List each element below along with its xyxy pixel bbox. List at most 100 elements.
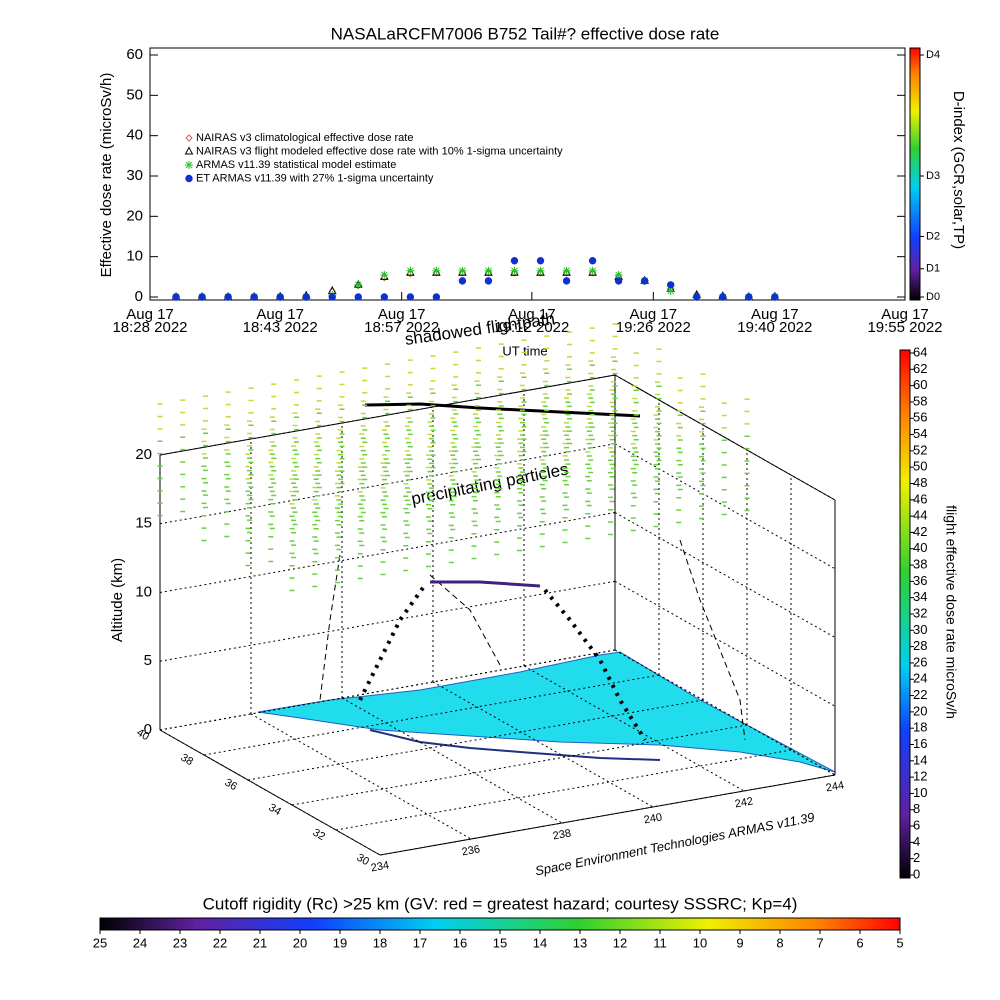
- particle-column: [564, 434, 569, 511]
- particle-column: [521, 376, 527, 453]
- particle-column: [589, 327, 595, 354]
- grid-line: [159, 580, 616, 662]
- colorbar-tick-label: 38: [913, 557, 927, 572]
- particle-column: [544, 372, 550, 449]
- particle-column: [608, 459, 613, 536]
- particle-column: [721, 402, 727, 429]
- particle-column: [476, 384, 481, 461]
- particle-column: [497, 376, 503, 403]
- data-point: [406, 266, 415, 275]
- particle-column: [339, 408, 345, 485]
- colorbar-tick-label: 60: [913, 377, 927, 392]
- legend-label: NAIRAS v3 climatological effective dose …: [196, 132, 413, 144]
- particle-column: [245, 453, 251, 480]
- particle-column: [676, 410, 682, 437]
- particle-column: [338, 441, 343, 518]
- colorbar-tick-label: 32: [913, 605, 927, 620]
- particle-column: [518, 405, 524, 432]
- y-tick-label: 50: [126, 86, 143, 103]
- particle-column: [520, 372, 525, 399]
- y-tick-label: 34: [266, 802, 283, 819]
- colorbar-tick-label: 6: [913, 818, 920, 833]
- grid-line: [159, 729, 381, 856]
- particle-column: [744, 435, 750, 512]
- particle-column: [630, 418, 636, 445]
- particle-column: [180, 399, 186, 426]
- particle-column: [157, 440, 163, 517]
- colorbar-tick-label: 16: [453, 935, 467, 950]
- particle-column: [407, 359, 413, 386]
- particle-column: [224, 424, 230, 451]
- particle-column: [427, 458, 433, 535]
- colorbar-tick-label: 11: [653, 935, 667, 950]
- data-point: [536, 266, 545, 275]
- data-point: [771, 293, 779, 301]
- colorbar-tick-label: 56: [913, 410, 927, 425]
- colorbar-tick-label: 42: [913, 524, 927, 539]
- chart-title: NASALaRCFM7006 B752 Tail#? effective dos…: [331, 24, 720, 43]
- particle-column: [360, 400, 366, 427]
- particle-column: [562, 467, 568, 544]
- y-tick-label: 60: [126, 46, 143, 63]
- particle-column: [677, 377, 683, 404]
- z-tick-label: 15: [135, 515, 152, 532]
- particle-column: [471, 446, 477, 473]
- particle-column: [268, 486, 274, 563]
- colorbar-tick-label: 17: [413, 935, 427, 950]
- particle-column: [630, 455, 636, 532]
- particle-column: [609, 389, 615, 416]
- x-tick-label: 244: [825, 779, 845, 794]
- colorbar-tick-label: 8: [913, 801, 920, 816]
- particle-column: [247, 420, 252, 447]
- particle-column: [292, 412, 298, 439]
- colorbar-tick-label: 12: [613, 935, 627, 950]
- particle-column: [473, 450, 478, 527]
- particle-column: [406, 392, 412, 419]
- particle-column: [292, 449, 298, 526]
- particle-column: [633, 352, 639, 379]
- data-point: [432, 293, 441, 301]
- grid-line: [614, 580, 836, 707]
- particle-column: [656, 385, 662, 462]
- data-point: [458, 277, 467, 285]
- legend-label: NAIRAS v3 flight modeled effective dose …: [196, 145, 563, 157]
- particle-column: [588, 360, 594, 387]
- y-tick-label: 40: [126, 127, 143, 144]
- colorbar-tick-label: 4: [913, 834, 920, 849]
- particle-column: [471, 483, 477, 560]
- particle-column: [677, 414, 683, 491]
- z-tick-label: 20: [135, 446, 152, 463]
- y-tick-label: 30: [354, 852, 371, 869]
- data-point: [198, 293, 206, 301]
- particle-column: [567, 331, 572, 358]
- particle-column: [269, 416, 275, 443]
- colorbar-tick-label: 24: [913, 671, 927, 686]
- particle-column: [562, 430, 568, 457]
- grid-line: [379, 774, 836, 856]
- shadow-line: [319, 554, 341, 701]
- particle-column: [699, 406, 704, 433]
- colorbar-tick-label: 54: [913, 426, 927, 441]
- data-point: [510, 266, 519, 275]
- particle-column: [494, 479, 500, 556]
- x-tick-label: 19:40 2022: [737, 319, 812, 336]
- colorbar-tick-label: 22: [213, 935, 227, 950]
- x-tick-label: Aug 17: [126, 306, 174, 323]
- colorbar-tick-label: 28: [913, 638, 927, 653]
- flight-path: [430, 580, 541, 588]
- grid-line: [523, 665, 745, 792]
- colorbar-tick-label: 20: [293, 935, 307, 950]
- grid-line: [614, 649, 836, 776]
- y-tick-label: 36: [222, 777, 239, 794]
- x-tick-label: Aug 17: [630, 306, 678, 323]
- particle-column: [633, 389, 639, 466]
- data-point: [354, 293, 362, 301]
- colorbar-tick-label: 21: [253, 935, 267, 950]
- grid-line: [203, 674, 660, 756]
- particle-column: [699, 443, 704, 520]
- particle-column: [565, 401, 571, 478]
- colorbar-tick-label: 52: [913, 442, 927, 457]
- y-tick-label: 40: [134, 727, 151, 744]
- particle-column: [612, 360, 618, 437]
- rigidity-colorbar-label: Cutoff rigidity (Rc) >25 km (GV: red = g…: [203, 894, 798, 913]
